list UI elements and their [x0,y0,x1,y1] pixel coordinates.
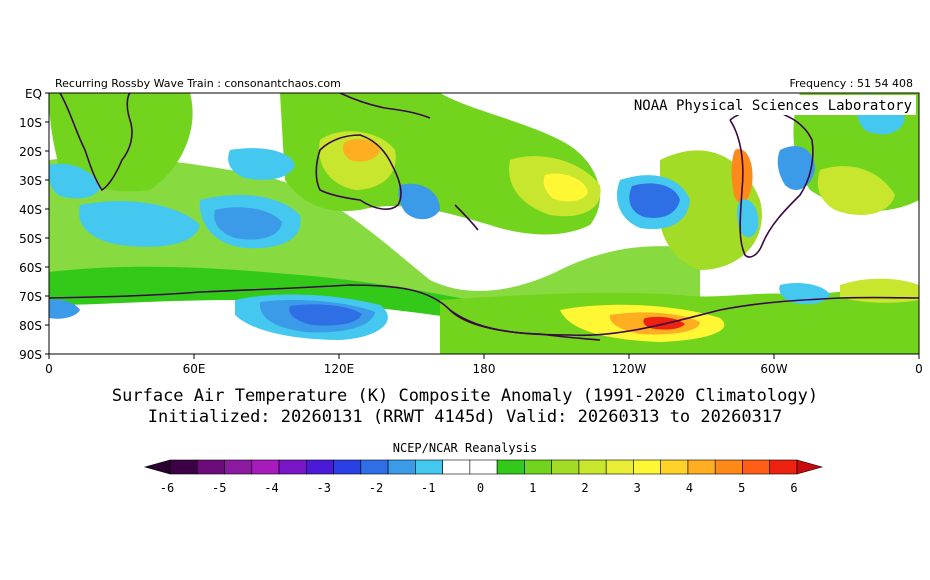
colorbar-swatch [496,459,525,475]
cold-region-antarctic-zero-meridian [49,299,80,319]
colorbar-swatch [169,459,198,475]
lon-tick-label: 120E [324,362,355,376]
reanalysis-label: NCEP/NCAR Reanalysis [392,441,538,455]
frequency-label: Frequency : 51 54 408 [789,77,913,90]
colorbar-swatch [360,459,389,475]
cold-core-south-pacific [629,183,680,218]
colorbar-swatch [714,459,743,475]
colorbar-under-arrow [143,459,171,475]
cold-region-indian-ocean [228,148,295,180]
colorbar-swatch [224,459,253,475]
colorbar-swatch [769,459,798,475]
figure-title: Surface Air Temperature (K) Composite An… [111,386,819,406]
colorbar-swatch [687,459,716,475]
cold-region-south-indian-west [79,201,200,247]
colorbar-tick-label: 3 [634,481,641,495]
cold-core-east-antarctica [289,304,362,326]
colorbar-tick-label: -5 [212,481,226,495]
latitude-axis: EQ 10S 20S 30S 40S 50S 60S 70S 80S 90S [19,87,49,362]
warm-core-central-pacific [543,173,588,202]
plot-source-label: Recurring Rossby Wave Train : consonantc… [55,77,341,90]
warm-core-andes [731,149,753,204]
coast-new-zealand [454,204,479,231]
lon-tick-label: 60E [183,362,206,376]
lat-tick-label: 80S [19,319,42,333]
lat-tick-label: 90S [19,348,42,362]
colorbar-tick-label: 5 [738,481,745,495]
cold-mid-south-indian [214,207,282,240]
colorbar-swatch [633,459,661,475]
coast-australia [315,134,402,210]
lon-tick-label: 180 [473,362,496,376]
lat-tick-label: 40S [19,203,42,217]
warm-region-south-atlantic-core [817,166,895,215]
colorbar-tick-label: -6 [160,481,174,495]
warm-region-africa [49,93,193,192]
warm-region-australia-pacific [280,93,600,235]
colorbar-swatch [524,459,552,475]
colorbar-swatch [469,459,498,475]
anomaly-field [49,93,919,354]
colorbar-swatch [278,459,307,475]
figure-subtitle: Initialized: 20260131 (RRWT 4145d) Valid… [147,407,783,427]
colorbar-swatch [306,459,334,475]
lon-tick-label: 60W [760,362,787,376]
lab-label-background [620,95,916,115]
longitude-axis: 0 60E 120E 180 120W 60W 0 [45,354,923,376]
colorbar-tick-label: 6 [790,481,797,495]
colorbar-swatch [415,459,443,475]
colorbar-swatch [333,459,362,475]
colorbar-swatch [251,459,280,475]
lat-tick-label: 20S [19,145,42,159]
lat-tick-label: 60S [19,261,42,275]
coastlines [49,93,919,341]
coast-africa [59,93,133,192]
lat-tick-label: 50S [19,232,42,246]
cold-region-south-africa [49,163,100,199]
colorbar-tick-label: 2 [581,481,588,495]
colorbar-tick-label: 0 [477,481,484,495]
colorbar-swatch [742,459,771,475]
lab-label: NOAA Physical Sciences Laboratory [634,98,912,114]
lon-tick-label: 0 [915,362,923,376]
colorbar-tick-label: -2 [369,481,383,495]
lat-tick-label: 70S [19,290,42,304]
cold-region-tasman [398,183,440,220]
colorbar-tick-label: 4 [686,481,693,495]
colorbar: -6 -5 -4 -3 -2 -1 0 1 2 3 4 5 6 [143,459,824,495]
colorbar-tick-label: 1 [529,481,536,495]
coast-indonesia [339,93,431,119]
lon-tick-label: 0 [45,362,53,376]
colorbar-swatch [578,459,607,475]
colorbar-swatch [196,459,225,475]
coast-ross-ice-shelf [449,309,601,341]
colorbar-over-arrow [796,459,824,475]
colorbar-tick-label: -1 [421,481,435,495]
lon-tick-label: 120W [612,362,647,376]
lat-tick-label: 30S [19,174,42,188]
lat-tick-label: EQ [25,87,42,101]
colorbar-tick-label: -4 [264,481,278,495]
cold-region-patagonia [737,199,759,238]
warm-core-australia [342,139,380,162]
colorbar-swatch [442,459,471,475]
colorbar-swatch [551,459,580,475]
lat-tick-label: 10S [19,116,42,130]
colorbar-swatch [387,459,416,475]
colorbar-swatch [660,459,689,475]
colorbar-swatch [605,459,634,475]
cold-region-brazil-coast [777,146,815,190]
colorbar-tick-label: -3 [317,481,331,495]
warm-region-weddell [840,278,919,303]
